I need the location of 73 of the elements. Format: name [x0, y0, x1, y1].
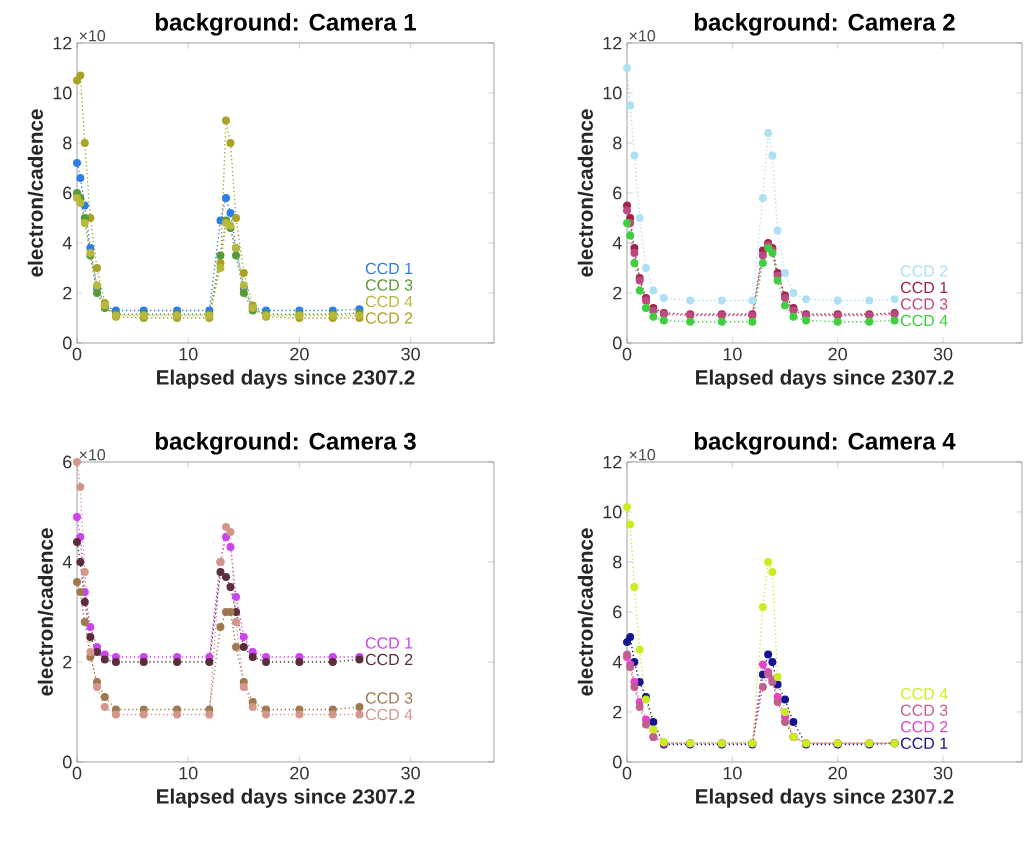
chart-title: background: Camera 3 — [155, 432, 416, 455]
chart-title: background: Camera 1 — [155, 13, 416, 36]
x-tick-label: 0 — [622, 766, 632, 780]
y-tick-label: 2 — [63, 286, 72, 300]
series-label: CCD 1 — [365, 637, 413, 649]
series-label: CCD 2 — [900, 265, 948, 277]
series-label: CCD 3 — [900, 704, 948, 716]
y-axis-title: electron/cadence — [577, 528, 594, 696]
text: ×10 — [79, 449, 106, 461]
x-tick-label: 30 — [401, 766, 420, 780]
y-tick-label: 8 — [63, 136, 72, 150]
y-tick-label: 6 — [613, 605, 622, 619]
y-tick-label: 0 — [613, 336, 622, 350]
y-tick-label: 8 — [613, 136, 622, 150]
y-tick-label: 0 — [613, 755, 622, 769]
y-tick-label: 0 — [63, 336, 72, 350]
y-tick-label: 0 — [63, 755, 72, 769]
y-tick-label: 2 — [63, 655, 72, 669]
y-tick-label: 2 — [613, 705, 622, 719]
x-tick-label: 10 — [179, 347, 198, 361]
x-axis-title: Elapsed days since 2307.2 — [157, 788, 415, 808]
y-tick-label: 4 — [62, 236, 72, 250]
y-tick-label: 6 — [63, 186, 72, 200]
chart-title: background: Camera 4 — [694, 432, 956, 455]
x-axis-title: Elapsed days since 2307.2 — [157, 369, 415, 389]
text: ×10 — [629, 30, 656, 42]
x-tick-label: 10 — [179, 766, 198, 780]
y-tick-label: 8 — [613, 555, 622, 569]
x-tick-label: 0 — [622, 347, 632, 361]
x-tick-label: 0 — [72, 347, 82, 361]
x-tick-label: 10 — [723, 347, 742, 361]
series-label: CCD 2 — [900, 721, 948, 733]
y-tick-label: 6 — [613, 186, 622, 200]
chart-title: background: Camera 2 — [694, 13, 955, 36]
x-tick-label: 30 — [401, 347, 420, 361]
series-label: CCD 4 — [365, 295, 413, 308]
y-axis-title: electron/cadence — [577, 109, 594, 277]
y-tick-label: 2 — [613, 286, 622, 300]
x-tick-label: 30 — [933, 766, 953, 780]
x-tick-label: 20 — [290, 766, 309, 780]
series-label: CCD 1 — [900, 281, 948, 294]
y-tick-label: 4 — [612, 655, 622, 669]
series-label: CCD 2 — [365, 653, 413, 666]
text: ×10 — [79, 30, 106, 42]
x-tick-label: 20 — [290, 347, 309, 361]
x-tick-label: 20 — [828, 766, 847, 780]
series-label: CCD 4 — [365, 708, 413, 721]
y-tick-label: 4 — [612, 236, 622, 250]
y-tick-label: 10 — [603, 86, 622, 100]
x-tick-label: 20 — [828, 347, 847, 361]
series-label: CCD 2 — [365, 312, 413, 324]
series-label: CCD 4 — [900, 314, 948, 327]
series-label: CCD 1 — [900, 737, 948, 749]
x-axis-title: Elapsed days since 2307.2 — [696, 369, 954, 389]
x-tick-label: 10 — [723, 766, 742, 780]
series-label: CCD 3 — [900, 298, 948, 310]
x-tick-label: 0 — [72, 766, 82, 780]
y-tick-label: 12 — [603, 455, 622, 469]
y-tick-label: 4 — [62, 555, 72, 569]
y-axis-title: electron/cadence — [27, 109, 44, 277]
text: ×10 — [629, 449, 656, 461]
y-axis-title: electron/cadence — [37, 528, 54, 696]
x-axis-title: Elapsed days since 2307.2 — [696, 788, 954, 808]
y-tick-label: 12 — [603, 36, 622, 50]
text: CCD 1 — [365, 262, 413, 275]
y-tick-label: 10 — [603, 505, 622, 519]
y-tick-label: 10 — [53, 86, 72, 100]
text: CCD 4 — [900, 688, 948, 700]
y-tick-label: 6 — [63, 455, 72, 469]
series-label: CCD 3 — [365, 279, 413, 291]
x-tick-label: 30 — [933, 347, 953, 361]
y-tick-label: 12 — [53, 36, 72, 50]
series-label: CCD 3 — [365, 692, 413, 704]
